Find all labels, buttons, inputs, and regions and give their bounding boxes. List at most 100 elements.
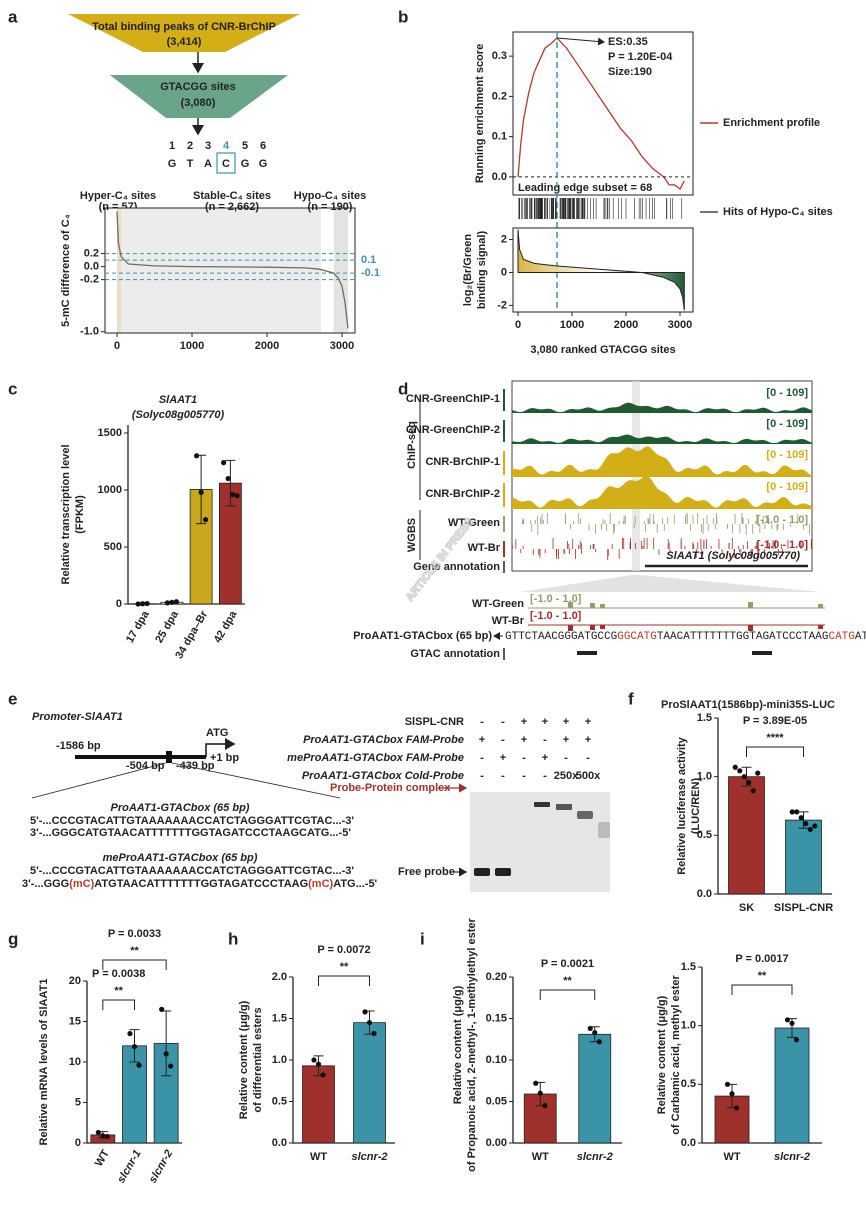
data-point <box>104 1133 110 1140</box>
data-point <box>320 1072 326 1078</box>
comparison-stars: ** <box>130 945 139 957</box>
box-title: ProAAT1-GTACbox (65 bp) <box>111 802 250 814</box>
y-tick-label: 1.0 <box>697 771 712 783</box>
methylation-bar <box>590 625 595 630</box>
track-range: [-1.0 - 1.0] <box>530 593 582 605</box>
sequence-part: ATG...-5' <box>333 878 377 890</box>
box-title: meProAAT1-GTACbox (65 bp) <box>103 852 258 864</box>
data-point <box>371 1030 377 1037</box>
emsa-row-label: meProAAT1-GTACbox FAM-Probe <box>287 752 464 764</box>
data-point <box>737 768 743 774</box>
bar <box>578 1033 612 1144</box>
y-tick-label: -2 <box>497 299 507 311</box>
panel-label: c <box>8 379 17 398</box>
signal-track <box>512 446 812 477</box>
group-region <box>121 208 321 333</box>
data-point <box>311 1057 317 1063</box>
data-point <box>542 1103 548 1109</box>
comparison-p: P = 0.0072 <box>317 944 370 956</box>
track-label: CNR-BrChIP-2 <box>425 488 500 500</box>
data-point <box>789 809 795 815</box>
data-point <box>135 601 141 607</box>
emsa-mark: - <box>501 770 505 782</box>
gtac-site <box>577 651 597 655</box>
emsa-row-label: ProAAT1-GTACbox FAM-Probe <box>303 734 464 746</box>
size-label: Size:190 <box>608 66 652 78</box>
emsa-mark: - <box>543 734 547 746</box>
sequence-part: CATG <box>828 631 854 643</box>
data-point <box>729 1091 735 1097</box>
data-point <box>194 453 200 459</box>
position-label: +1 bp <box>210 752 239 764</box>
comparison-bracket <box>102 959 167 970</box>
position-number: 3 <box>205 140 211 152</box>
x-tick-label: WT <box>93 1148 112 1169</box>
data-point <box>140 601 146 607</box>
zoom-line <box>31 762 167 799</box>
sequence-part: GGCATG <box>617 631 657 643</box>
comparison-stars: **** <box>766 732 784 744</box>
data-point <box>746 779 752 786</box>
group-label: WGBS <box>406 518 418 552</box>
data-point <box>230 491 236 498</box>
data-point <box>741 774 747 780</box>
x-tick-label: slcnr-2 <box>577 1151 613 1163</box>
methylation-bar <box>748 625 753 631</box>
y-tick-label: 1.5 <box>272 1012 287 1024</box>
track-label: GTAC annotation <box>410 648 500 660</box>
base: G <box>168 158 177 170</box>
position-label: -439 bp <box>176 760 215 772</box>
emsa-row-label: SlSPL-CNR <box>405 716 464 728</box>
base: T <box>187 158 194 170</box>
x-tick-label: 3000 <box>330 340 354 352</box>
line <box>517 37 685 190</box>
panel-label: e <box>8 689 17 708</box>
x-tick-label: 2000 <box>614 319 638 331</box>
base: G <box>259 158 268 170</box>
plot-frame <box>104 207 356 334</box>
position-label: -1586 bp <box>56 740 101 752</box>
funnel-top <box>68 14 300 52</box>
data-point <box>203 517 209 523</box>
genome-tracks: CNR-GreenChIP-1 [0 - 109] CNR-GreenChIP-2 [… <box>406 380 813 572</box>
gel-band <box>598 822 610 838</box>
methylation-bar <box>590 603 595 608</box>
sequence-part: ATGTAACATTTTTTTGGTAGATCCCTAAG <box>94 878 308 890</box>
data-point <box>537 1090 543 1096</box>
bar <box>785 819 822 895</box>
data-point <box>793 1037 800 1043</box>
x-tick-label: slcnr-2 <box>351 1151 387 1163</box>
y-tick-label: 2 <box>501 233 507 245</box>
y-axis-label: Relative content (μg/g) <box>238 1000 250 1119</box>
sequence-part: (mC) <box>308 878 333 890</box>
zoom-tracks: WT-Green [-1.0 - 1.0] WT-Br [-1.0 - 1.0] <box>472 593 825 631</box>
y-tick-label: 15 <box>69 1015 81 1027</box>
x-tick-label: 25 dpa <box>153 608 181 645</box>
bar <box>353 1022 386 1144</box>
track-label: CNR-BrChIP-1 <box>425 456 500 468</box>
emsa-mark: - <box>480 770 484 782</box>
data-point <box>163 1051 169 1057</box>
data-point <box>136 1062 142 1068</box>
comparison-bracket <box>731 984 793 995</box>
panel-label: i <box>420 929 425 948</box>
funnel-count: (3,414) <box>167 36 202 48</box>
emsa-mark: - <box>586 752 590 764</box>
group-name: Hyper-C₄ sites <box>80 190 156 202</box>
y-axis-label: Relative content (μg/g) <box>452 985 464 1104</box>
data-point <box>164 600 170 606</box>
comparison-p: P = 0.0021 <box>541 958 594 970</box>
y-tick-label: 0 <box>75 1137 81 1149</box>
emsa-mark: - <box>543 770 547 782</box>
sequence: 3'-...GGGCATGTAACATTTTTTTGGTAGATCCCTAAGC… <box>30 827 351 839</box>
methylation-bar <box>818 604 823 608</box>
group-region <box>117 208 122 333</box>
data-point <box>159 1006 165 1012</box>
y-tick-label: 20 <box>69 975 81 987</box>
data-point <box>131 1044 138 1050</box>
y-axis-label: Running enrichment score <box>474 44 486 183</box>
data-point <box>798 815 804 821</box>
track-label: WT-Br <box>492 615 525 627</box>
data-point <box>144 600 150 607</box>
